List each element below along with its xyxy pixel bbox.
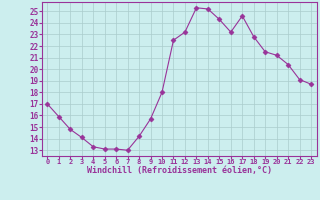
X-axis label: Windchill (Refroidissement éolien,°C): Windchill (Refroidissement éolien,°C)	[87, 166, 272, 175]
